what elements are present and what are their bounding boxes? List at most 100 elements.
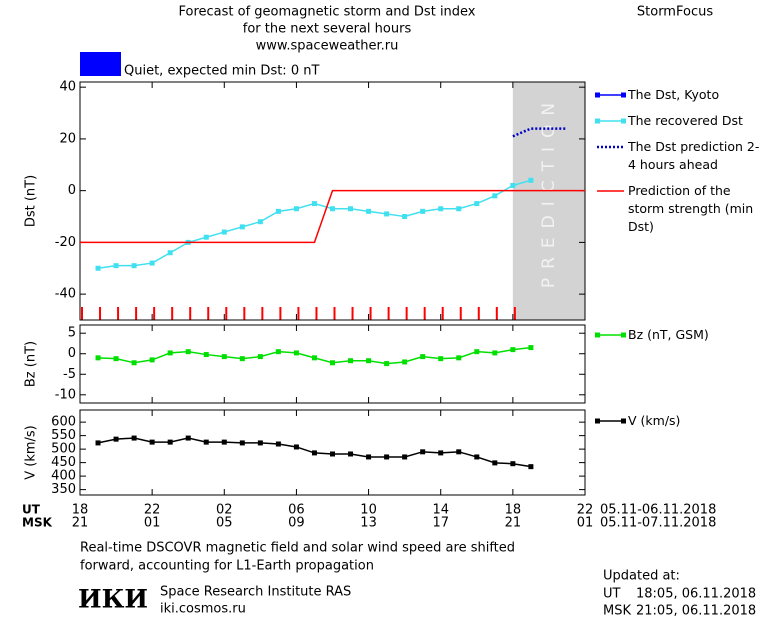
point	[330, 360, 335, 366]
legend-label: The Dst, Kyoto	[628, 87, 720, 102]
point	[384, 454, 390, 460]
point	[528, 464, 534, 470]
legend-swatch	[621, 92, 626, 98]
point	[113, 263, 119, 269]
point	[438, 206, 444, 212]
point	[492, 350, 498, 356]
y-tick-label: 40	[59, 80, 76, 95]
legend-swatch	[621, 332, 626, 338]
legend-label: Prediction of the storm strength (min Ds…	[628, 183, 754, 234]
title-line: Forecast of geomagnetic storm and Dst in…	[178, 5, 475, 20]
point	[366, 454, 372, 460]
x-tick-label: 14	[432, 503, 449, 518]
point	[474, 201, 480, 207]
x-tick-label: 22	[577, 503, 594, 518]
point	[275, 349, 281, 355]
point	[95, 440, 101, 446]
point	[167, 350, 173, 356]
point	[239, 224, 245, 230]
y-tick-label: 400	[51, 469, 76, 484]
point	[221, 439, 227, 445]
point	[420, 449, 426, 455]
point	[456, 206, 462, 212]
x-tick-label: 05	[216, 516, 233, 531]
y-axis-label: V (km/s)	[24, 425, 39, 480]
point	[293, 206, 299, 212]
point	[203, 439, 209, 445]
y-axis-label: Dst (nT)	[24, 175, 39, 227]
point	[113, 436, 119, 442]
y-tick-label: 20	[59, 131, 76, 146]
y-tick-label: -5	[63, 367, 76, 382]
x-tick-label: 01	[144, 516, 161, 531]
point	[420, 354, 426, 360]
point	[348, 206, 354, 212]
point	[474, 349, 480, 355]
point	[203, 234, 209, 240]
point	[402, 454, 408, 460]
point	[221, 354, 227, 360]
axis-row-dates: 05.11-06.11.2018	[600, 503, 716, 518]
panel-frame	[79, 81, 586, 321]
x-tick-label: 13	[360, 516, 377, 531]
series-line	[80, 189, 585, 244]
series-line	[512, 127, 567, 138]
point	[366, 358, 372, 364]
title-line: www.spaceweather.ru	[256, 39, 399, 54]
y-tick-label: -20	[55, 235, 76, 250]
point	[366, 208, 372, 214]
x-tick-label: 02	[216, 503, 233, 518]
point	[149, 260, 155, 266]
y-tick-label: 0	[68, 183, 76, 198]
point	[167, 250, 173, 256]
point	[402, 359, 408, 365]
point	[348, 451, 354, 457]
point	[311, 355, 317, 361]
status-swatch	[80, 52, 121, 76]
legend-label: The recovered Dst	[628, 113, 743, 128]
legend-swatch	[595, 332, 600, 338]
x-tick-label: 21	[505, 516, 522, 531]
x-tick-label: 18	[505, 503, 522, 518]
point	[239, 356, 245, 362]
point	[330, 451, 335, 457]
x-tick-label: 10	[360, 503, 377, 518]
point	[239, 440, 245, 446]
point	[149, 357, 155, 363]
logo: ИКИ	[78, 585, 148, 614]
legend-swatch	[595, 418, 600, 424]
brand: StormFocus	[637, 5, 713, 20]
point	[510, 182, 516, 188]
updated-time: 21:05, 06.11.2018	[636, 604, 756, 619]
point	[330, 206, 335, 212]
legend-label: Bz (nT, GSM)	[628, 327, 709, 342]
point	[185, 349, 191, 355]
point	[456, 355, 462, 361]
axis-row-dates: 05.11-07.11.2018	[600, 516, 716, 531]
point	[510, 461, 516, 467]
y-tick-label: 0	[68, 346, 76, 361]
y-tick-label: 500	[51, 442, 76, 457]
y-tick-label: 600	[51, 415, 76, 430]
point	[185, 435, 191, 441]
y-tick-label: 450	[51, 455, 76, 470]
point	[348, 358, 354, 364]
point	[384, 211, 390, 217]
point	[293, 444, 299, 450]
updated-zone: UT	[603, 587, 621, 602]
point	[275, 208, 281, 214]
legend-label: V (km/s)	[628, 413, 681, 428]
y-tick-label: 550	[51, 428, 76, 443]
y-tick-label: -40	[55, 287, 76, 302]
point	[131, 263, 137, 269]
x-tick-label: 01	[577, 516, 594, 531]
point	[311, 450, 317, 456]
point	[438, 450, 444, 456]
legend-swatch	[595, 118, 600, 124]
point	[528, 345, 534, 351]
legend-swatch	[621, 418, 626, 424]
point	[131, 435, 137, 441]
point	[275, 441, 281, 447]
